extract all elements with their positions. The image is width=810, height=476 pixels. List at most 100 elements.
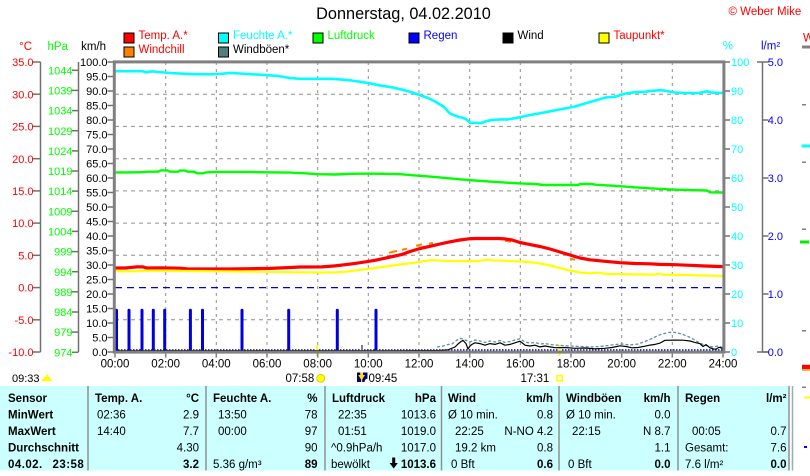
svg-text:08:00: 08:00: [303, 358, 332, 370]
svg-text:02:00: 02:00: [151, 358, 180, 370]
svg-text:35.0: 35.0: [12, 57, 33, 69]
svg-text:55.0: 55.0: [86, 187, 107, 199]
svg-text:°C: °C: [186, 393, 199, 405]
svg-text:10:00: 10:00: [354, 358, 383, 370]
svg-text:10.0: 10.0: [86, 318, 107, 330]
svg-text:1013.6: 1013.6: [401, 459, 436, 471]
svg-text:Durchschnitt: Durchschnitt: [8, 443, 79, 455]
svg-text:989: 989: [54, 287, 72, 299]
svg-text:00:00: 00:00: [218, 426, 247, 438]
svg-text:1009: 1009: [48, 206, 72, 218]
svg-text:0.0: 0.0: [18, 283, 33, 295]
svg-text:22:35: 22:35: [338, 410, 367, 422]
svg-text:0.0: 0.0: [92, 347, 107, 359]
svg-text:60.0: 60.0: [86, 173, 107, 185]
svg-text:70.0: 70.0: [86, 144, 107, 156]
svg-text:Feuchte A.: Feuchte A.: [213, 393, 271, 405]
svg-text:Sensor: Sensor: [8, 393, 48, 405]
svg-text:°C: °C: [19, 41, 32, 53]
svg-text:0: 0: [731, 347, 737, 359]
svg-text:10.0: 10.0: [12, 218, 33, 230]
svg-text:1039: 1039: [48, 86, 72, 98]
svg-text:20:00: 20:00: [607, 358, 636, 370]
svg-text:60: 60: [731, 173, 743, 185]
svg-text:4.0: 4.0: [768, 115, 783, 127]
svg-text:7.7: 7.7: [183, 426, 199, 438]
svg-text:1017.0: 1017.0: [401, 443, 436, 455]
svg-text:999: 999: [54, 247, 72, 259]
svg-text:N-NO 4.2: N-NO 4.2: [504, 426, 553, 438]
svg-text:Gesamt:: Gesamt:: [685, 443, 728, 455]
svg-text:100: 100: [731, 57, 749, 69]
svg-text:0.0: 0.0: [771, 459, 787, 471]
svg-text:Windböen: Windböen: [566, 393, 621, 405]
svg-text:0.7: 0.7: [771, 426, 787, 438]
svg-text:-10.0: -10.0: [8, 347, 33, 359]
svg-text:16:00: 16:00: [506, 358, 535, 370]
svg-text:0.8: 0.8: [537, 410, 553, 422]
svg-text:14:00: 14:00: [455, 358, 484, 370]
svg-text:04:00: 04:00: [202, 358, 231, 370]
svg-text:19.2 km: 19.2 km: [455, 443, 496, 455]
svg-text:14:40: 14:40: [97, 426, 126, 438]
svg-text:5.0: 5.0: [768, 57, 783, 69]
svg-text:l/m²: l/m²: [761, 41, 780, 53]
svg-text:22:25: 22:25: [455, 426, 484, 438]
svg-text:km/h: km/h: [81, 41, 106, 53]
svg-text:7.6 l/m²: 7.6 l/m²: [685, 459, 724, 471]
svg-text:5.0: 5.0: [18, 250, 33, 262]
svg-text:2.0: 2.0: [768, 231, 783, 243]
svg-text:35.0: 35.0: [86, 245, 107, 257]
svg-text:12:00: 12:00: [405, 358, 434, 370]
svg-text:1019: 1019: [48, 166, 72, 178]
svg-text:90: 90: [305, 443, 318, 455]
svg-text:Temp. A.: Temp. A.: [95, 393, 142, 405]
svg-text:45.0: 45.0: [86, 216, 107, 228]
svg-text:Luftdruck: Luftdruck: [328, 30, 376, 42]
svg-text:3.2: 3.2: [183, 459, 199, 471]
svg-text:09:45: 09:45: [369, 373, 398, 385]
svg-text:km/h: km/h: [526, 393, 553, 405]
svg-text:0.6: 0.6: [537, 459, 553, 471]
svg-text:25.0: 25.0: [86, 274, 107, 286]
svg-text:MaxWert: MaxWert: [8, 426, 56, 438]
svg-text:Wind: Wind: [448, 393, 476, 405]
svg-text:Ø 10 min.: Ø 10 min.: [448, 410, 498, 422]
svg-text:22:00: 22:00: [658, 358, 687, 370]
svg-text:5.0: 5.0: [92, 332, 107, 344]
svg-text:40: 40: [731, 231, 743, 243]
svg-text:Donnerstag, 04.02.2010: Donnerstag, 04.02.2010: [316, 5, 491, 23]
svg-text:0.0: 0.0: [655, 459, 671, 471]
svg-text:18:00: 18:00: [557, 358, 586, 370]
svg-text:10: 10: [731, 318, 743, 330]
svg-text:1.0: 1.0: [768, 289, 783, 301]
svg-text:0.0: 0.0: [768, 347, 783, 359]
svg-text:97: 97: [305, 426, 318, 438]
svg-text:1004: 1004: [48, 227, 72, 239]
svg-text:1044: 1044: [48, 65, 72, 77]
svg-text:50.0: 50.0: [86, 202, 107, 214]
svg-text:2.9: 2.9: [183, 410, 199, 422]
svg-text:hPa: hPa: [415, 393, 437, 405]
svg-text:07:58: 07:58: [286, 373, 315, 385]
svg-text:Windchill: Windchill: [139, 44, 185, 56]
svg-text:80.0: 80.0: [86, 115, 107, 127]
svg-text:984: 984: [54, 307, 72, 319]
svg-text:W: W: [803, 33, 810, 45]
svg-text:-5.0: -5.0: [15, 315, 34, 327]
svg-text:Regen: Regen: [424, 30, 458, 42]
svg-text:00:05: 00:05: [692, 426, 721, 438]
svg-text:90.0: 90.0: [86, 86, 107, 98]
svg-text:15.0: 15.0: [86, 303, 107, 315]
svg-text:75.0: 75.0: [86, 129, 107, 141]
svg-text:85.0: 85.0: [86, 100, 107, 112]
svg-text:Luftdruck: Luftdruck: [332, 393, 386, 405]
svg-text:Feuchte A.*: Feuchte A.*: [233, 30, 293, 42]
svg-text:15.0: 15.0: [12, 186, 33, 198]
svg-text:3.0: 3.0: [768, 173, 783, 185]
svg-text:Regen: Regen: [685, 393, 720, 405]
svg-text:70: 70: [731, 144, 743, 156]
svg-text:65.0: 65.0: [86, 158, 107, 170]
svg-text:l/m²: l/m²: [766, 393, 787, 405]
svg-text:1019.0: 1019.0: [401, 426, 436, 438]
